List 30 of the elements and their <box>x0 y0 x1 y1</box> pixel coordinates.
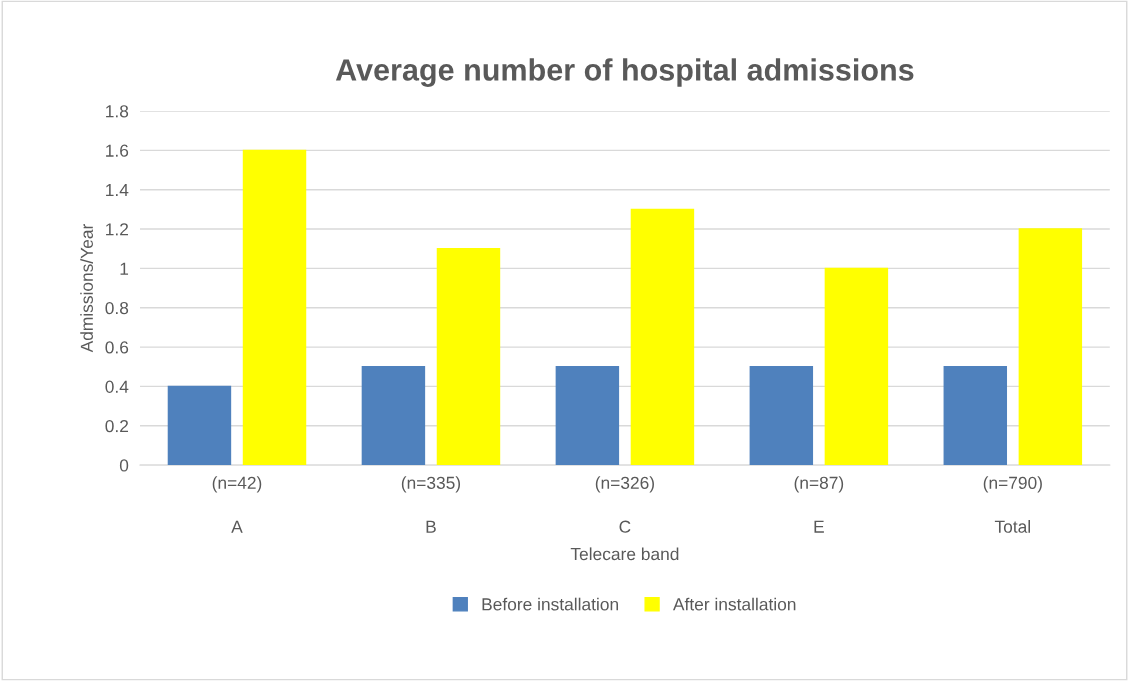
y-tick-label: 1.4 <box>106 184 129 196</box>
bar <box>167 385 232 466</box>
legend-label: After installation <box>672 597 796 611</box>
y-tick-label: 0.2 <box>105 419 129 433</box>
y-tick-label: 0 <box>119 459 129 472</box>
category-label: (n=790) Total <box>983 476 1042 533</box>
bar <box>1018 228 1083 466</box>
category-label: (n=326) C <box>595 476 654 533</box>
y-tick-label: 1.6 <box>106 144 129 157</box>
category-label: (n=87) E <box>794 476 844 533</box>
y-tick-label: 0.6 <box>105 341 129 354</box>
category-label: (n=42) A <box>212 476 262 533</box>
bar <box>436 248 501 466</box>
bar <box>749 366 814 466</box>
y-tick-label: 1.8 <box>106 105 129 118</box>
bar <box>824 267 889 466</box>
y-tick-label: 0.8 <box>105 301 129 315</box>
y-tick-label: 1.2 <box>106 223 129 236</box>
y-axis-title: Admissions/Year <box>80 224 93 353</box>
chart-title: Average number of hospital admissions <box>335 58 914 87</box>
bar <box>630 208 695 466</box>
x-axis-title: Telecare band <box>570 547 679 561</box>
category-label: (n=335) B <box>401 476 461 533</box>
legend-label: Before installation <box>482 597 618 611</box>
bar <box>242 149 307 466</box>
bar <box>943 366 1008 466</box>
bar <box>555 366 620 466</box>
bar <box>361 366 426 466</box>
y-tick-label: 1 <box>120 262 129 275</box>
y-tick-label: 0.4 <box>105 380 129 393</box>
